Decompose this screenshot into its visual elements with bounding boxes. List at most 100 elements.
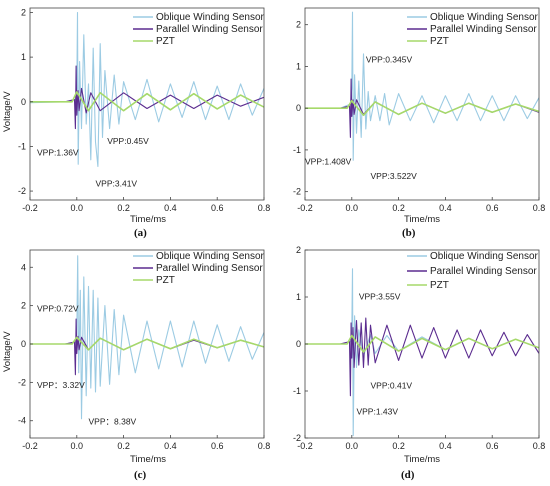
y-axis-label: Voltage/V xyxy=(2,331,13,372)
panel-d-annotations: VPP:3.55V VPP:0.41V VPP:1.43V xyxy=(356,291,412,416)
x-tick-label: 0.8 xyxy=(533,203,546,213)
x-tick-label: -0.2 xyxy=(297,203,313,213)
x-tick-label: 0.4 xyxy=(439,203,452,213)
vpp-annotation: VPP:0.72V xyxy=(37,303,79,313)
panel-label: (a) xyxy=(134,227,147,239)
x-tick-label: 0.0 xyxy=(71,203,84,213)
vpp-annotation: VPP:0.45V xyxy=(107,136,149,146)
vpp-annotation: VPP:1.408V xyxy=(305,157,352,167)
legend-label-parallel: Parallel Winding Sensor xyxy=(430,24,537,35)
series-line-oblique-winding-sensor xyxy=(305,268,539,437)
x-tick-label: 0.6 xyxy=(211,441,224,451)
x-tick-label: 0.2 xyxy=(392,203,405,213)
x-tick-label: 0.0 xyxy=(71,441,84,451)
series-line-oblique-winding-sensor xyxy=(305,11,539,161)
y-tick-label: 0 xyxy=(21,339,26,349)
series-line-pzt xyxy=(305,334,539,353)
vpp-annotation: VPP:3.522V xyxy=(371,171,418,181)
legend-label-pzt: PZT xyxy=(156,275,175,286)
legend-label-parallel: Parallel Winding Sensor xyxy=(430,266,537,277)
panel-b-ticks: -0.2 0.0 0.2 0.4 0.6 0.8 -2 -1 0 1 2 xyxy=(293,20,545,213)
y-tick-label: 1 xyxy=(296,61,301,71)
legend-label-oblique: Oblique Winding Sensor xyxy=(156,12,265,23)
y-tick-label: -1 xyxy=(18,141,26,151)
y-tick-label: -2 xyxy=(293,433,301,443)
legend-label-pzt: PZT xyxy=(430,280,449,291)
x-tick-label: 0.8 xyxy=(533,441,546,451)
y-tick-label: 2 xyxy=(21,301,26,311)
y-tick-label: 1 xyxy=(296,292,301,302)
legend-label-parallel: Parallel Winding Sensor xyxy=(156,263,263,274)
legend-label-oblique: Oblique Winding Sensor xyxy=(156,251,265,262)
x-tick-label: 0.0 xyxy=(346,441,359,451)
vpp-annotation: VPP:0.41V xyxy=(371,381,413,391)
panel-b-series xyxy=(305,11,539,161)
panel-d-ticks: -0.2 0.0 0.2 0.4 0.6 0.8 -2 -1 0 1 2 xyxy=(293,245,545,451)
vpp-annotation: VPP:1.36V xyxy=(37,147,79,157)
legend-label-oblique: Oblique Winding Sensor xyxy=(430,12,539,23)
y-axis-label: Voltage/V xyxy=(2,91,13,132)
y-tick-label: -4 xyxy=(18,416,26,426)
x-tick-label: -0.2 xyxy=(297,441,313,451)
x-tick-label: 0.4 xyxy=(439,441,452,451)
vpp-annotation: VPP:3.41V xyxy=(96,179,138,189)
vpp-annotation: VPP:0.345V xyxy=(366,54,413,64)
x-tick-label: 0.2 xyxy=(392,441,405,451)
series-line-parallel-winding-sensor xyxy=(305,317,539,397)
x-tick-label: 0.0 xyxy=(346,203,359,213)
panel-label: (c) xyxy=(134,469,147,481)
x-tick-label: 0.2 xyxy=(117,203,130,213)
series-line-pzt xyxy=(30,336,264,351)
panel-b-legend: Oblique Winding Sensor Parallel Winding … xyxy=(407,12,539,47)
x-axis-label: Time/ms xyxy=(404,454,440,465)
x-tick-label: -0.2 xyxy=(22,203,38,213)
x-tick-label: 0.4 xyxy=(164,203,177,213)
x-axis-label: Time/ms xyxy=(404,214,440,225)
series-line-pzt xyxy=(30,91,264,112)
x-tick-label: 0.8 xyxy=(258,203,271,213)
panel-label: (d) xyxy=(401,469,415,481)
y-tick-label: 0 xyxy=(296,339,301,349)
series-line-oblique-winding-sensor xyxy=(30,11,264,168)
x-tick-label: 0.8 xyxy=(258,441,271,451)
panel-label: (b) xyxy=(402,227,416,239)
vpp-annotation: VPP：8.38V xyxy=(89,417,137,427)
legend-label-pzt: PZT xyxy=(430,36,449,47)
panel-a-series xyxy=(30,11,264,168)
panel-c-series xyxy=(30,255,264,420)
x-tick-label: 0.6 xyxy=(486,441,499,451)
legend-label-pzt: PZT xyxy=(156,36,175,47)
vpp-annotation: VPP:3.55V xyxy=(359,291,401,301)
y-tick-label: 2 xyxy=(21,7,26,17)
y-tick-label: -1 xyxy=(293,145,301,155)
vpp-annotation: VPP:1.43V xyxy=(356,407,398,417)
panel-c-legend: Oblique Winding Sensor Parallel Winding … xyxy=(133,251,265,286)
legend-label-parallel: Parallel Winding Sensor xyxy=(156,24,263,35)
y-tick-label: 0 xyxy=(296,103,301,113)
x-tick-label: 0.4 xyxy=(164,441,177,451)
x-axis-label: Time/ms xyxy=(130,214,166,225)
panel-c-ticks: -0.2 0.0 0.2 0.4 0.6 0.8 -4 -2 0 2 4 xyxy=(18,262,270,451)
x-tick-label: -0.2 xyxy=(22,441,38,451)
y-tick-label: 2 xyxy=(296,20,301,30)
y-tick-label: -2 xyxy=(18,186,26,196)
panel-a-frame xyxy=(29,7,265,201)
y-tick-label: -1 xyxy=(293,386,301,396)
y-tick-label: 1 xyxy=(21,52,26,62)
y-tick-label: 4 xyxy=(21,262,26,272)
panel-a-ticks: -0.2 0.0 0.2 0.4 0.6 0.8 -2 -1 0 1 2 xyxy=(18,7,270,213)
x-tick-label: 0.6 xyxy=(486,203,499,213)
panel-b-frame xyxy=(304,7,540,201)
vpp-annotation: VPP：3.32V xyxy=(37,380,85,390)
y-tick-label: 0 xyxy=(21,97,26,107)
panel-a-annotations: VPP:1.36V VPP:0.45V VPP:3.41V xyxy=(37,136,149,188)
x-tick-label: 0.6 xyxy=(211,203,224,213)
panel-a-legend: Oblique Winding Sensor Parallel Winding … xyxy=(133,12,265,47)
panel-b-annotations: VPP:0.345V VPP:1.408V VPP:3.522V xyxy=(305,54,417,181)
series-line-pzt xyxy=(305,99,539,117)
panel-c: -0.2 0.0 0.2 0.4 0.6 0.8 -4 -2 0 2 4 VPP:0.72V VPP：… xyxy=(2,249,270,481)
panel-d-legend: Oblique Winding Sensor Parallel Winding … xyxy=(407,251,539,291)
